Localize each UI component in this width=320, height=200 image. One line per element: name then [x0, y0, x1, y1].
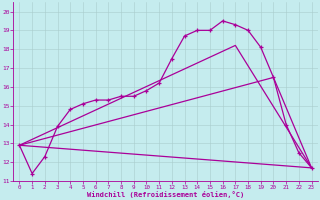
X-axis label: Windchill (Refroidissement éolien,°C): Windchill (Refroidissement éolien,°C)	[87, 191, 244, 198]
